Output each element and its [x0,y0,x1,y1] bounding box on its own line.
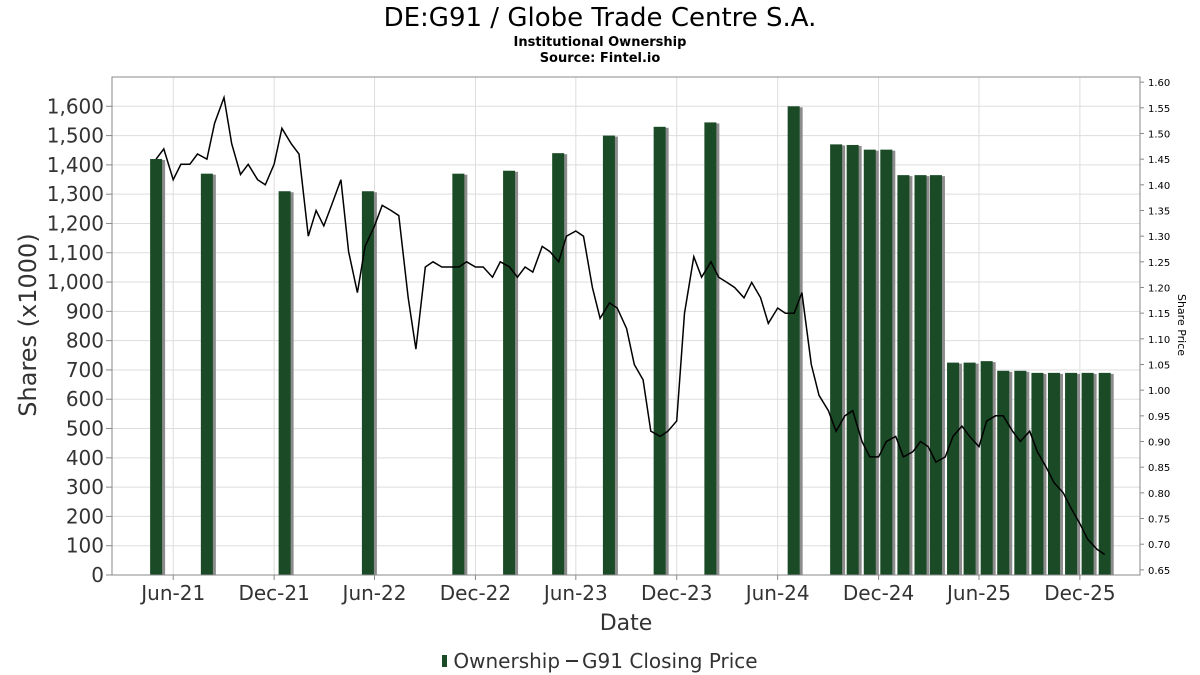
y-tick-label: 1,500 [47,124,104,148]
ownership-bar [787,106,800,575]
ownership-bar [997,370,1010,575]
ownership-bar [963,362,976,575]
y2-tick-label: 0.80 [1148,489,1170,500]
x-axis: Jun-21 Dec-21 Jun-22 Dec-22 Jun-23 Dec-23 Jun-… [139,575,1116,605]
x-tick-label: Dec-22 [440,581,511,605]
ownership-bar [914,175,927,575]
y-tick-label: 1,600 [47,94,104,118]
y2-tick-label: 1.60 [1148,78,1170,89]
ownership-bar [1081,372,1094,575]
ownership-bars [150,106,1114,576]
y2-tick-label: 1.20 [1148,283,1170,294]
y-tick-label: 100 [66,534,104,558]
y-axis-right: 0.65 0.70 0.75 0.80 0.85 0.90 0.95 1.00 1.05 1.10… [1140,78,1170,577]
price-line [155,94,1106,556]
y-tick-label: 1,000 [47,270,104,294]
y-tick-label: 500 [66,417,104,441]
y-tick-label: 700 [66,358,104,382]
y2-tick-label: 1.45 [1148,155,1170,166]
x-tick-label: Jun-22 [341,581,407,605]
ownership-bar [278,191,291,575]
ownership-bar [602,135,615,575]
x-tick-label: Dec-24 [843,581,914,605]
y2-tick-label: 1.55 [1148,104,1170,115]
chart-subtitle: Institutional Ownership [513,35,687,50]
ownership-bar [704,122,717,575]
y2-tick-label: 1.10 [1148,335,1170,346]
x-tick-label: Jun-23 [542,581,608,605]
y2-tick-label: 1.35 [1148,206,1170,217]
ownership-bar [1047,372,1060,575]
ownership-bar [947,362,960,575]
ownership-bar [1098,372,1111,575]
ownership-bar [1031,372,1044,575]
x-axis-label: Date [600,611,653,636]
legend-bars-label: Ownership [453,648,561,673]
y-tick-label: 1,100 [47,241,104,265]
ownership-bar [452,173,465,575]
ownership-bar [880,149,893,575]
y-tick-label: 200 [66,504,104,528]
y-tick-label: 1,300 [47,182,104,206]
y2-tick-label: 0.65 [1148,566,1170,577]
legend-bar-swatch [442,654,448,667]
ownership-bar [1065,372,1078,575]
y-axis-label: Shares (x1000) [14,233,42,416]
y-tick-label: 0 [91,563,104,587]
y-tick-label: 400 [66,446,104,470]
x-tick-label: Jun-21 [139,581,205,605]
legend-line-swatch [566,659,579,662]
ownership-bar [150,159,163,575]
plot-frame [111,76,1141,576]
y2-tick-label: 0.70 [1148,540,1170,551]
ownership-bar [830,144,843,575]
ownership-bar [200,173,213,575]
y2-tick-label: 0.90 [1148,438,1170,449]
y2-tick-label: 1.25 [1148,258,1170,269]
ownership-bar [653,126,666,576]
legend-line-label: G91 Closing Price [582,648,758,673]
ownership-bar [863,149,876,575]
x-tick-label: Dec-23 [641,581,712,605]
y2-tick-label: 0.85 [1148,463,1170,474]
y2-tick-label: 1.30 [1148,232,1170,243]
y2-tick-label: 1.50 [1148,129,1170,140]
y-tick-label: 800 [66,329,104,353]
y2-tick-label: 1.00 [1148,386,1170,397]
ownership-bar [846,144,859,576]
ownership-bar [503,170,516,575]
ownership-bar [552,153,565,575]
y-tick-label: 1,200 [47,211,104,235]
y-tick-label: 300 [66,475,104,499]
ownership-bar [929,175,942,575]
x-tick-label: Dec-21 [238,581,309,605]
y2-tick-label: 1.15 [1148,309,1170,320]
x-tick-label: Jun-24 [744,581,810,605]
y-tick-label: 600 [66,387,104,411]
ownership-bar [897,175,910,575]
x-tick-label: Dec-25 [1044,581,1115,605]
chart-title: DE:G91 / Globe Trade Centre S.A. [383,3,817,33]
y-tick-label: 900 [66,299,104,323]
y2-axis-label: Share Price [1175,294,1188,356]
y2-tick-label: 1.05 [1148,361,1170,372]
y2-tick-label: 0.75 [1148,515,1170,526]
ownership-bar [1014,370,1027,575]
x-tick-label: Jun-25 [945,581,1011,605]
y2-tick-label: 0.95 [1148,412,1170,423]
ownership-bar [361,191,374,575]
y2-tick-label: 1.40 [1148,181,1170,192]
ownership-bar [980,361,993,575]
y-axis-left: 0 100 200 300 400 500 600 700 800 900 1,000 1,100 1,… [47,94,112,587]
legend: Ownership G91 Closing Price [0,647,1200,673]
chart-source: Source: Fintel.io [539,51,661,66]
y-tick-label: 1,400 [47,153,104,177]
